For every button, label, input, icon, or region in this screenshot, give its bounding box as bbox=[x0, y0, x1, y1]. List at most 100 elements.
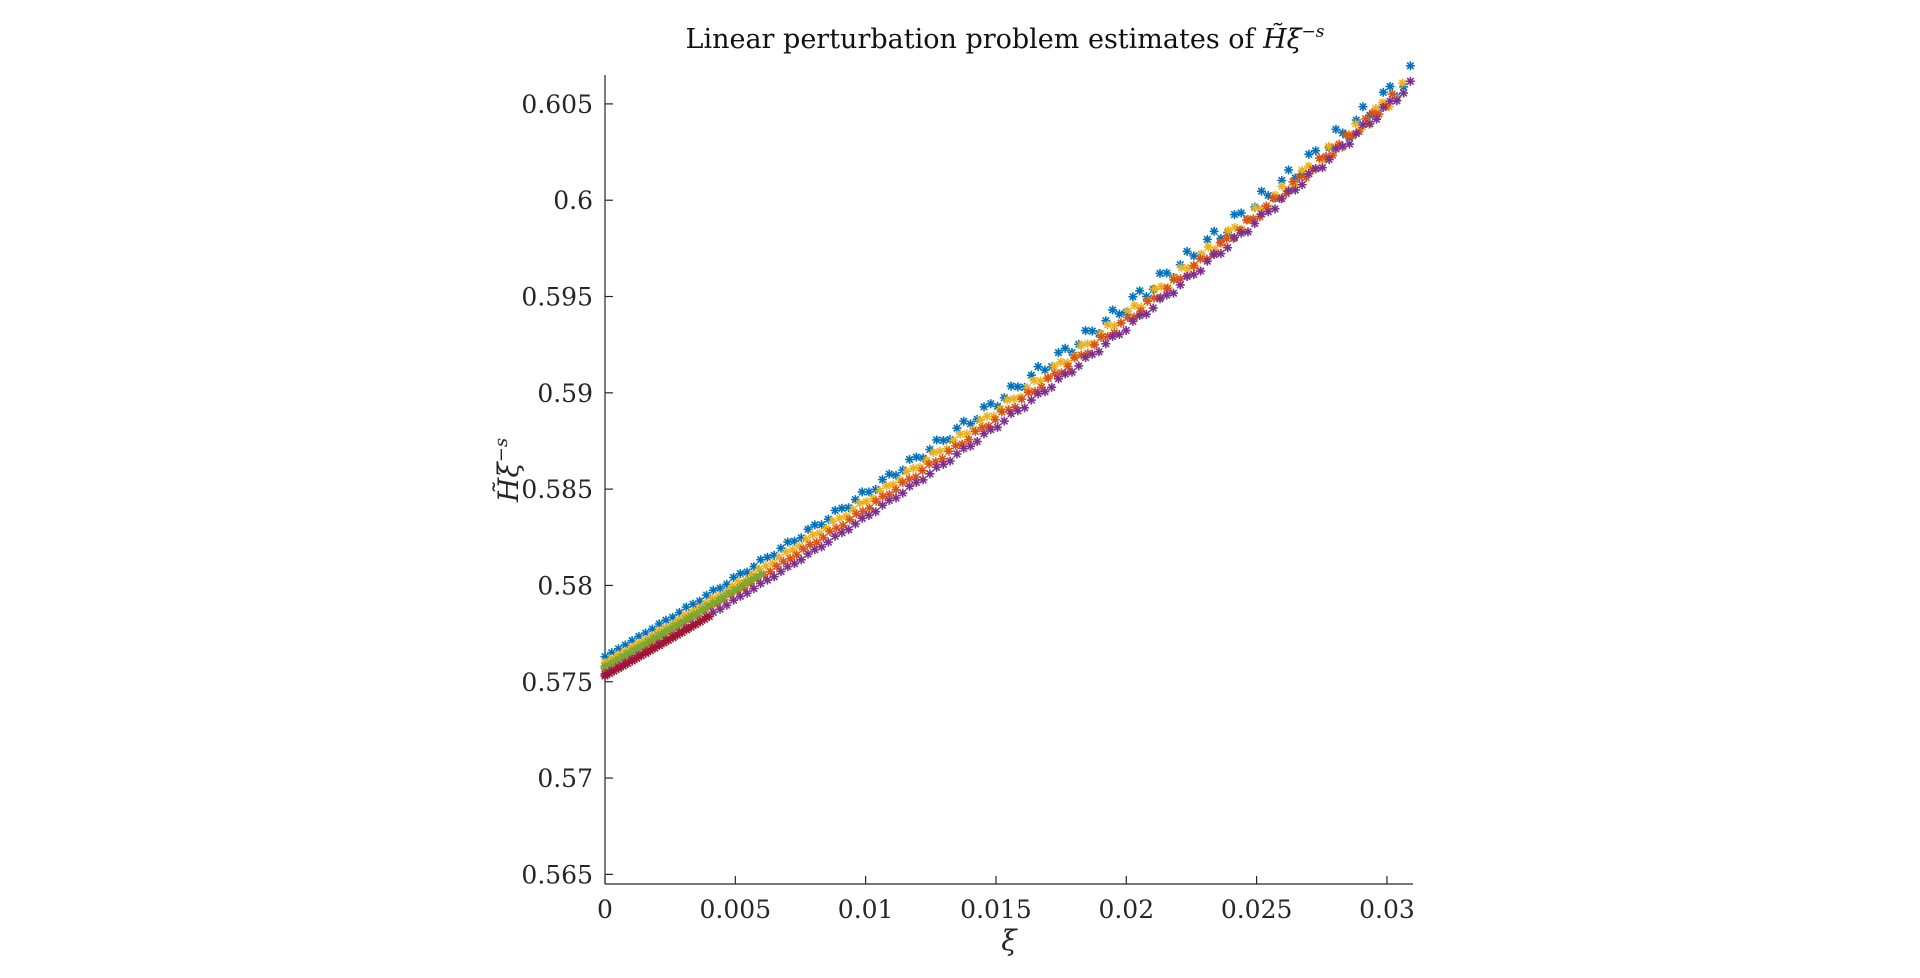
data-point bbox=[735, 582, 745, 592]
data-point bbox=[1162, 268, 1172, 278]
data-point bbox=[1129, 300, 1139, 310]
data-point bbox=[937, 454, 947, 464]
x-tick-label: 0 bbox=[597, 895, 613, 924]
data-point bbox=[955, 429, 965, 439]
data-point bbox=[891, 493, 901, 503]
y-tick-label: 0.575 bbox=[521, 668, 593, 697]
data-point bbox=[600, 661, 610, 671]
data-point bbox=[769, 572, 779, 582]
data-point bbox=[871, 496, 881, 506]
data-point bbox=[830, 531, 840, 541]
data-point bbox=[1060, 369, 1070, 379]
data-point bbox=[774, 552, 784, 562]
data-point bbox=[850, 519, 860, 529]
data-point bbox=[1081, 353, 1091, 363]
data-point bbox=[1392, 96, 1402, 106]
data-point bbox=[704, 611, 714, 621]
data-point bbox=[790, 559, 800, 569]
data-point bbox=[796, 555, 806, 565]
data-point bbox=[1089, 340, 1099, 350]
data-point bbox=[1351, 119, 1361, 129]
data-point bbox=[1387, 89, 1397, 99]
data-point bbox=[1056, 357, 1066, 367]
x-tick-label: 0.005 bbox=[700, 895, 772, 924]
data-point bbox=[1006, 409, 1016, 419]
data-point bbox=[1020, 403, 1030, 413]
y-tick-label: 0.595 bbox=[521, 283, 593, 312]
data-point bbox=[1006, 381, 1016, 391]
data-point bbox=[1229, 232, 1239, 242]
data-point bbox=[1284, 186, 1294, 196]
data-point bbox=[884, 489, 894, 499]
data-point bbox=[1405, 76, 1415, 86]
data-point bbox=[959, 416, 969, 426]
data-point bbox=[828, 516, 838, 526]
data-point bbox=[695, 617, 705, 627]
data-point bbox=[1135, 311, 1145, 321]
data-point bbox=[708, 585, 718, 595]
data-point bbox=[751, 572, 761, 582]
data-point bbox=[871, 507, 881, 517]
data-point bbox=[924, 459, 934, 469]
data-point bbox=[891, 470, 901, 480]
y-tick-label: 0.58 bbox=[537, 571, 593, 600]
data-point bbox=[1149, 293, 1159, 303]
data-point bbox=[864, 487, 874, 497]
data-point bbox=[858, 506, 868, 516]
chart-title-sup: −s bbox=[1302, 22, 1325, 42]
data-point bbox=[881, 481, 891, 491]
data-point bbox=[1067, 367, 1077, 377]
y-axis-label: H̃ξ−s bbox=[491, 438, 525, 503]
data-point bbox=[1216, 249, 1226, 259]
data-point bbox=[818, 533, 828, 543]
data-point bbox=[1128, 292, 1138, 302]
data-point bbox=[1268, 193, 1278, 203]
data-point bbox=[762, 575, 772, 585]
data-point bbox=[1304, 169, 1314, 179]
data-point bbox=[715, 604, 725, 614]
data-point bbox=[878, 491, 888, 501]
data-point bbox=[1176, 262, 1186, 272]
x-axis-ticks: 0 0.005 0.01 0.015 0.02 0.025 0.03 bbox=[597, 876, 1415, 924]
data-point bbox=[1087, 326, 1097, 336]
data-point bbox=[857, 513, 867, 523]
data-point bbox=[702, 590, 712, 600]
data-point bbox=[1209, 250, 1219, 260]
data-point bbox=[938, 435, 948, 445]
data-point bbox=[654, 631, 664, 641]
data-point bbox=[1202, 234, 1212, 244]
data-point bbox=[1344, 139, 1354, 149]
data-point bbox=[1017, 394, 1027, 404]
data-point bbox=[1135, 286, 1145, 296]
data-point bbox=[1223, 226, 1233, 236]
data-point bbox=[965, 441, 975, 451]
data-point bbox=[944, 446, 954, 456]
data-point bbox=[810, 545, 820, 555]
data-point bbox=[1108, 305, 1118, 315]
data-point bbox=[1162, 290, 1172, 300]
data-point bbox=[1288, 177, 1298, 187]
data-point bbox=[875, 486, 885, 496]
data-point bbox=[1050, 369, 1060, 379]
data-point bbox=[1096, 332, 1106, 342]
x-tick-label: 0.02 bbox=[1098, 895, 1154, 924]
data-point bbox=[1311, 164, 1321, 174]
data-point bbox=[945, 456, 955, 466]
data-point bbox=[928, 448, 938, 458]
plot-area: 0.565 0.57 0.575 0.58 0.585 0.59 0.595 0.6 0.605… bbox=[521, 61, 1415, 924]
data-point bbox=[1087, 349, 1097, 359]
data-point bbox=[1023, 388, 1033, 398]
data-point bbox=[1049, 361, 1059, 371]
data-point bbox=[1324, 155, 1334, 165]
data-point bbox=[1047, 382, 1057, 392]
data-point bbox=[1128, 316, 1138, 326]
data-point bbox=[719, 592, 729, 602]
chart-title-math: H̃ξ bbox=[1262, 22, 1303, 55]
data-point bbox=[1215, 238, 1225, 248]
data-point bbox=[742, 588, 752, 598]
data-point bbox=[1304, 149, 1314, 159]
x-tick-label: 0.01 bbox=[838, 895, 894, 924]
data-point bbox=[838, 521, 848, 531]
x-tick-label: 0.025 bbox=[1221, 895, 1293, 924]
